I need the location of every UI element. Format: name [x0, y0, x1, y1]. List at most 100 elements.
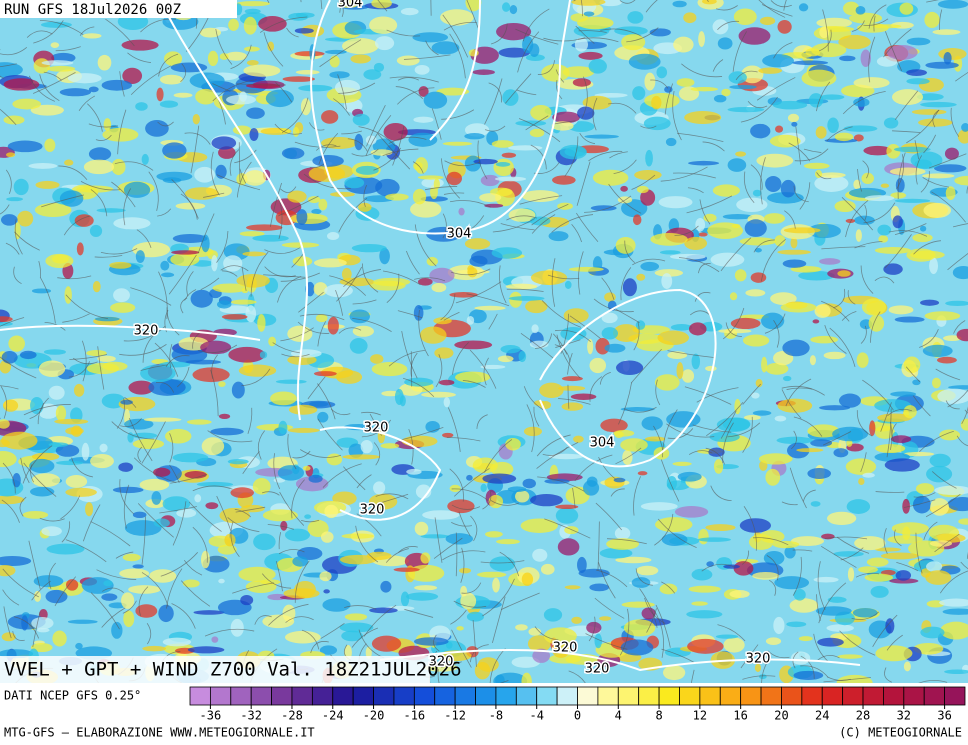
streamline: [55, 46, 81, 52]
streamline: [440, 293, 456, 321]
streamline: [793, 416, 823, 437]
streamline: [451, 629, 472, 668]
field-blob: [723, 637, 745, 653]
streamline: [847, 290, 856, 305]
field-blob: [574, 37, 588, 52]
field-blob: [721, 88, 731, 97]
streamline: [183, 559, 203, 576]
streamline: [123, 484, 130, 529]
field-blob: [101, 79, 133, 91]
streamline: [33, 72, 76, 94]
field-blob: [763, 213, 786, 224]
streamline: [855, 572, 880, 578]
streamline: [626, 27, 659, 43]
field-blob: [415, 484, 432, 499]
field-blob: [505, 437, 521, 451]
streamline: [264, 247, 301, 254]
field-blob: [135, 250, 145, 263]
field-blob: [875, 645, 913, 662]
colorbar-cell: [209, 686, 232, 706]
streamline: [854, 240, 883, 249]
field-blob: [906, 248, 936, 262]
field-blob: [89, 224, 103, 237]
streamline: [874, 276, 895, 284]
field-blob: [924, 311, 961, 321]
streamline: [868, 4, 887, 29]
field-blob: [674, 506, 709, 518]
streamline: [172, 501, 187, 546]
field-blob: [50, 42, 60, 48]
field-blob: [2, 399, 19, 412]
field-blob: [284, 528, 311, 542]
field-blob: [729, 590, 750, 599]
streamline: [32, 611, 41, 648]
colorbar-cell: [944, 686, 966, 706]
streamline: [499, 265, 507, 304]
field-blob: [636, 273, 646, 281]
field-blob: [858, 477, 865, 485]
streamline: [454, 468, 490, 497]
streamline: [750, 164, 763, 190]
field-blob: [122, 553, 141, 562]
streamline: [239, 168, 247, 184]
field-blob: [284, 630, 321, 644]
field-blob: [588, 58, 607, 74]
streamline: [530, 144, 547, 170]
streamline: [165, 355, 190, 368]
streamline: [443, 311, 460, 321]
colorbar-cell: [699, 686, 721, 706]
streamline: [388, 349, 425, 367]
field-blob: [819, 405, 851, 411]
streamline: [425, 40, 439, 56]
colorbar-tick-label: -4: [529, 709, 543, 723]
field-blob: [620, 185, 628, 192]
streamline: [699, 199, 711, 225]
streamline: [58, 165, 88, 181]
streamline: [397, 310, 423, 319]
streamline: [418, 309, 429, 357]
streamline: [39, 276, 56, 324]
field-blob: [268, 336, 277, 347]
field-blob: [358, 202, 372, 212]
field-blob: [28, 163, 58, 169]
field-blob: [572, 78, 591, 87]
field-blob: [319, 645, 338, 655]
field-blob: [464, 133, 485, 140]
field-blob: [374, 36, 395, 51]
streamline: [839, 630, 876, 656]
streamline: [69, 354, 108, 360]
streamline: [833, 288, 846, 309]
field-blob: [703, 213, 717, 223]
streamline: [28, 540, 41, 590]
field-blob: [888, 305, 914, 315]
colorbar-cell: [271, 686, 293, 706]
field-blob: [582, 95, 612, 110]
streamline: [136, 229, 152, 248]
field-blob: [280, 520, 288, 531]
field-blob: [246, 60, 259, 66]
streamline: [403, 54, 451, 60]
streamline: [291, 479, 305, 519]
field-blob: [571, 0, 606, 6]
field-blob: [672, 0, 687, 8]
streamline: [317, 383, 336, 420]
field-blob: [777, 249, 811, 255]
field-blob: [252, 234, 289, 242]
streamline: [862, 160, 870, 179]
streamline: [96, 569, 137, 580]
field-blob: [672, 461, 692, 466]
field-blob: [644, 72, 656, 91]
streamline: [956, 435, 968, 447]
streamline: [140, 364, 168, 371]
streamline: [154, 342, 179, 377]
streamline: [799, 182, 811, 210]
map-field: [0, 0, 968, 683]
field-blob: [497, 355, 514, 363]
field-blob: [131, 432, 158, 439]
field-blob: [33, 575, 64, 588]
streamline: [576, 212, 599, 242]
field-blob: [673, 36, 694, 53]
field-blob: [128, 380, 155, 395]
contour-line: [159, 0, 308, 421]
field-blob: [196, 481, 234, 487]
